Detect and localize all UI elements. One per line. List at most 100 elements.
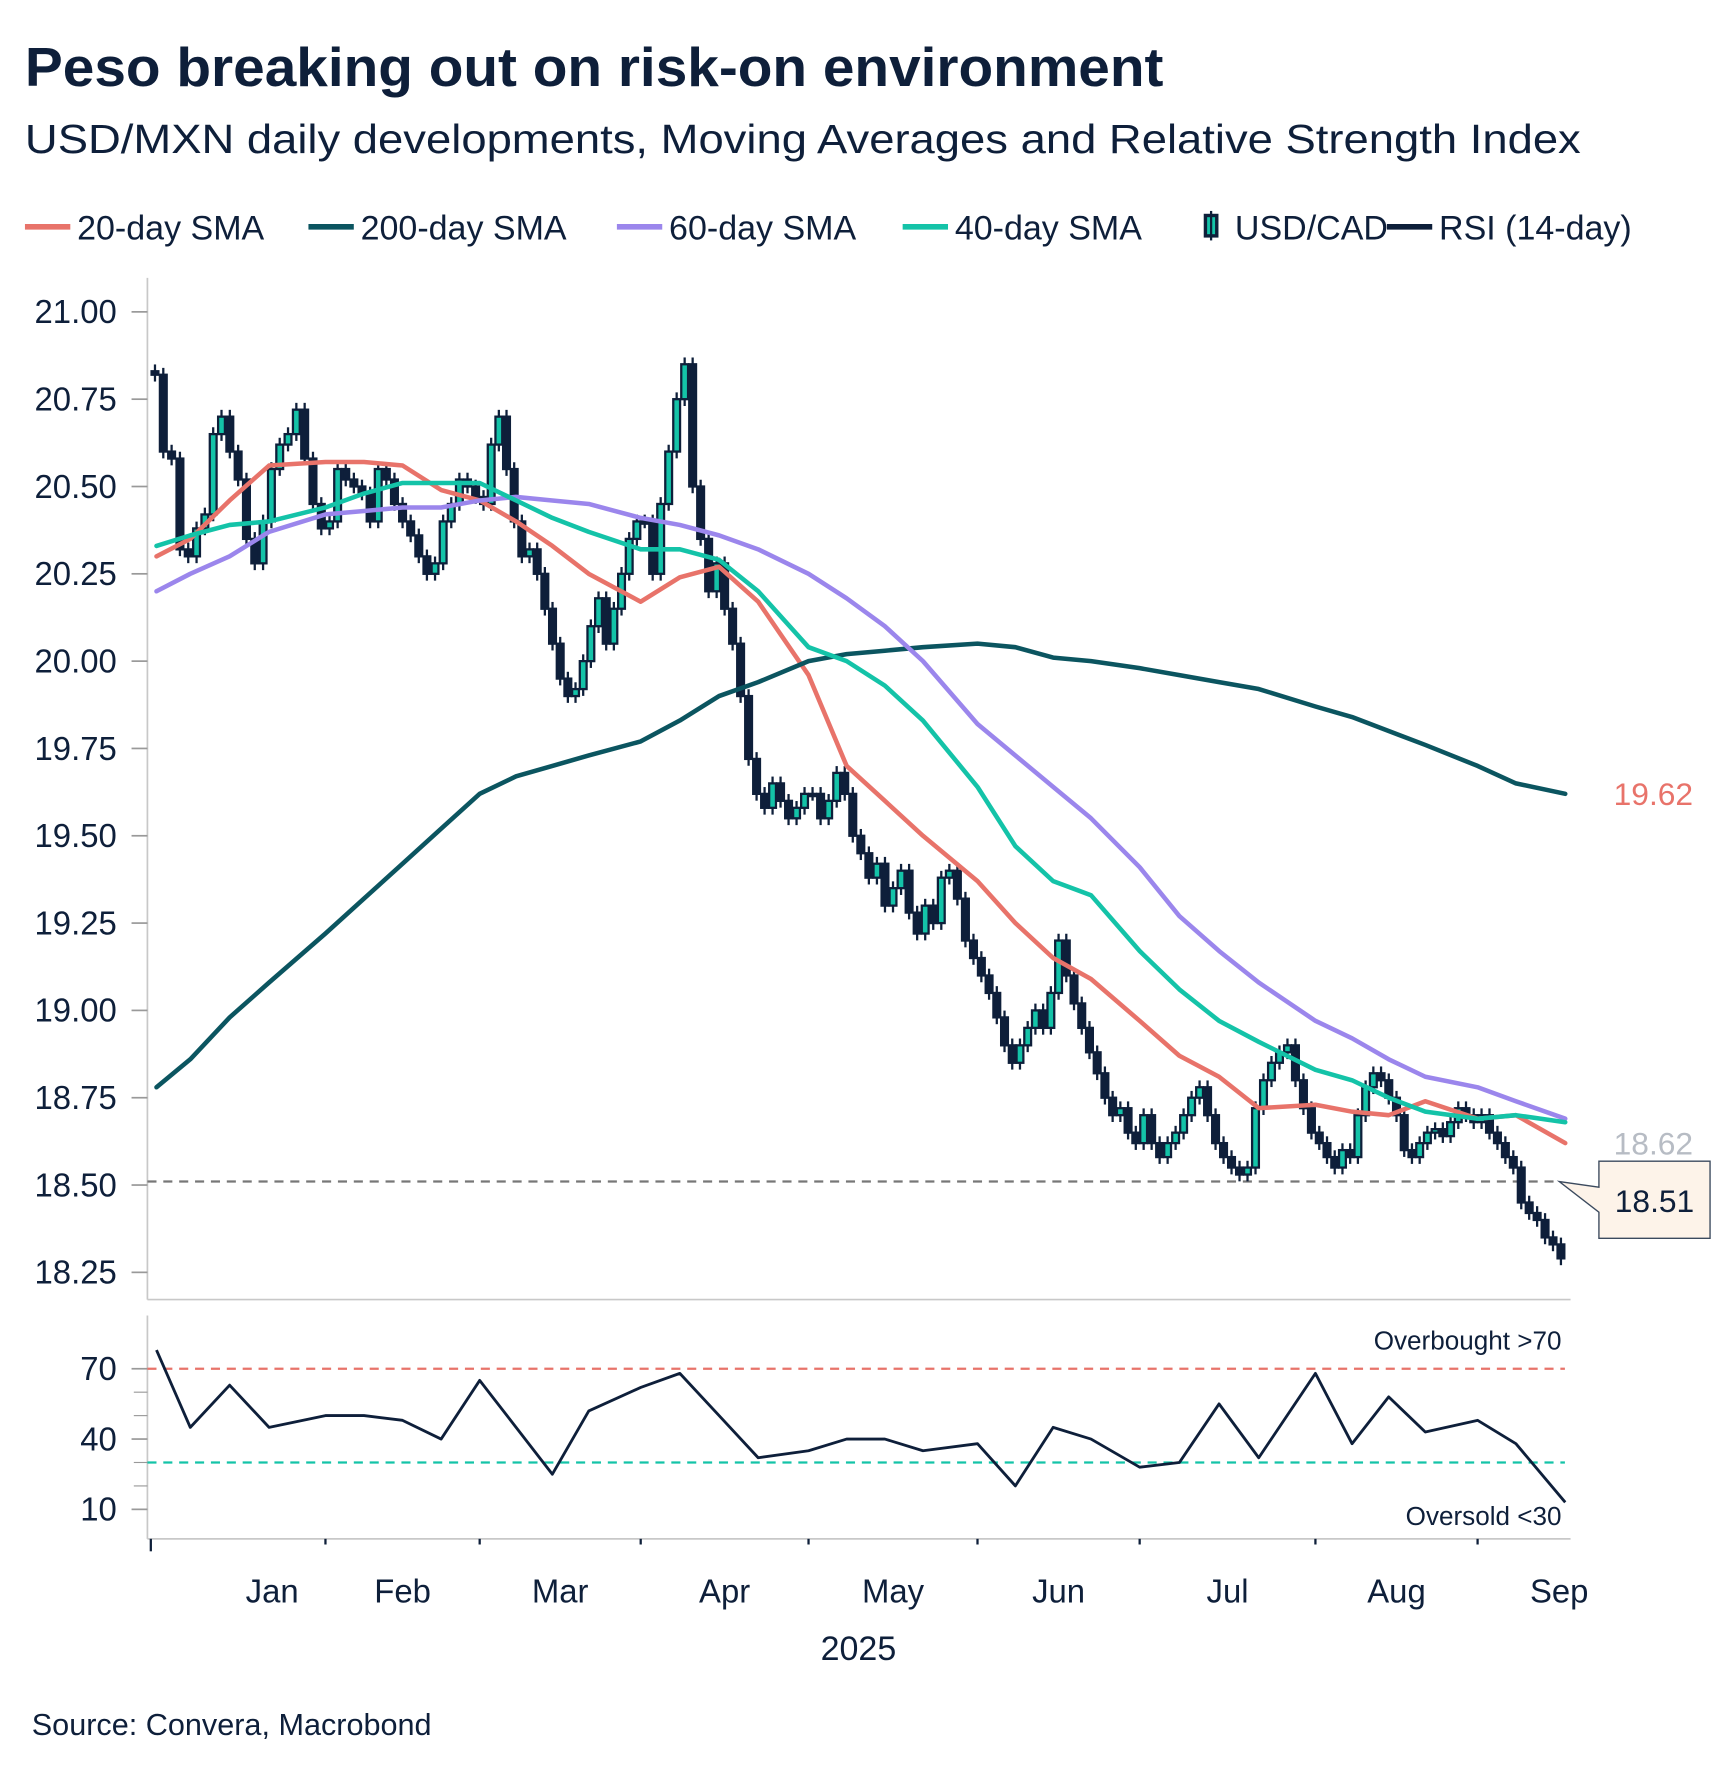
candle	[1322, 1141, 1332, 1159]
y-tick-label: 20.00	[35, 642, 117, 679]
candle	[422, 555, 432, 575]
candle	[1484, 1114, 1495, 1134]
candle	[1438, 1128, 1448, 1138]
candle	[656, 502, 666, 575]
candle	[1298, 1079, 1308, 1110]
candle	[864, 852, 874, 879]
candle	[1345, 1148, 1355, 1159]
candle	[183, 548, 193, 558]
candle	[680, 363, 690, 401]
candle	[1250, 1107, 1261, 1169]
candle	[517, 520, 527, 558]
x-tick-label: Aug	[1367, 1572, 1426, 1609]
candle	[744, 694, 754, 761]
candle	[438, 520, 448, 565]
candle	[1376, 1072, 1386, 1082]
price-y-axis: 21.00 20.75 20.50 20.25 20.00 19.75 19.50 19.25…	[35, 277, 1571, 1301]
candle	[389, 478, 399, 506]
x-tick-label: Apr	[699, 1572, 750, 1609]
candle	[1314, 1131, 1324, 1145]
sma-line-40-day-sma	[154, 480, 1568, 1125]
candle	[768, 782, 778, 809]
candle	[1391, 1096, 1402, 1117]
candle	[524, 548, 535, 558]
candle	[324, 520, 335, 530]
candle	[1123, 1107, 1133, 1134]
candle	[283, 432, 293, 446]
candle	[1337, 1148, 1347, 1169]
legend: 20-day SMA 200-day SMA 60-day SMA 40-day SM…	[24, 209, 1632, 247]
candle	[578, 660, 588, 691]
candle	[150, 370, 160, 376]
candle	[241, 478, 251, 541]
candle	[266, 467, 276, 523]
x-axis: Jan Feb Mar Apr May Jun Jul Aug Sep	[147, 1537, 1588, 1609]
candle	[808, 792, 818, 798]
candle	[880, 862, 890, 907]
candle	[167, 450, 177, 460]
y-tick-label: 20.50	[35, 468, 117, 505]
legend-label: RSI (14-day)	[1439, 209, 1632, 247]
candle	[1524, 1201, 1534, 1215]
candle	[888, 887, 898, 907]
y-tick-label: 19.75	[35, 730, 117, 767]
candle	[712, 562, 722, 593]
candle	[1446, 1121, 1456, 1138]
candle	[570, 687, 581, 698]
rsi-y-tick-label: 40	[80, 1420, 117, 1457]
y-tick-label: 18.75	[35, 1079, 117, 1116]
candle	[275, 443, 285, 471]
candle	[398, 502, 408, 523]
legend-item: RSI (14-day)	[1386, 209, 1632, 247]
candle	[1187, 1096, 1197, 1117]
candle	[800, 792, 810, 809]
candle	[586, 625, 596, 663]
candle	[349, 478, 359, 488]
candle	[593, 597, 604, 628]
sma-line-200-day-sma	[154, 641, 1568, 1090]
candle	[1115, 1107, 1125, 1117]
candle	[1195, 1086, 1205, 1099]
candle	[736, 642, 746, 698]
legend-label: USD/CAD	[1235, 209, 1388, 247]
y-tick-label: 18.25	[35, 1254, 117, 1291]
candle	[216, 415, 227, 436]
candle	[1532, 1211, 1542, 1222]
y-tick-label: 20.25	[35, 555, 117, 592]
candle	[158, 373, 168, 453]
rsi-line	[155, 1349, 1567, 1504]
candle	[1399, 1114, 1409, 1152]
y-tick-label: 18.50	[35, 1166, 117, 1203]
candle	[258, 520, 268, 565]
candle	[1061, 939, 1071, 977]
candle	[1131, 1131, 1141, 1145]
candle	[952, 869, 962, 900]
overbought-label: Overbought >70	[1374, 1325, 1562, 1355]
support-callout-box	[1556, 1160, 1711, 1240]
legend-label: 40-day SMA	[955, 209, 1142, 247]
candle	[414, 534, 424, 558]
candle	[1038, 1009, 1048, 1030]
candle	[872, 862, 882, 879]
candle	[1548, 1236, 1558, 1246]
candle	[688, 363, 698, 488]
candle	[192, 527, 202, 558]
candle	[1046, 991, 1056, 1030]
candle	[856, 834, 866, 855]
sma60-value-label: 18.62	[1614, 1125, 1693, 1161]
candle	[1155, 1141, 1165, 1159]
candle	[976, 956, 986, 977]
candle	[341, 467, 351, 481]
candle	[1147, 1114, 1157, 1145]
sma-line-60-day-sma	[154, 494, 1568, 1121]
candle	[1516, 1166, 1526, 1204]
candle	[540, 572, 550, 610]
support-callout-label: 18.51	[1615, 1183, 1694, 1219]
legend-item: 40-day SMA	[902, 209, 1142, 247]
x-tick-label: Mar	[532, 1572, 589, 1609]
candle	[728, 607, 738, 645]
rsi-plot: 70 40 10 Overbought >70 Oversold <30	[80, 1315, 1567, 1539]
candle	[1407, 1148, 1417, 1159]
candle	[904, 869, 914, 914]
